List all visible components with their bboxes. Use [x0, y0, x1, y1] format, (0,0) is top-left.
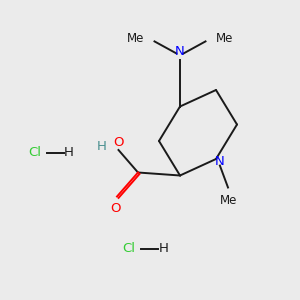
- Text: H: H: [159, 242, 168, 256]
- Text: Cl: Cl: [28, 146, 41, 160]
- Text: H: H: [97, 140, 107, 153]
- Text: Me: Me: [215, 32, 233, 46]
- Text: Cl: Cl: [122, 242, 136, 256]
- Text: Me: Me: [127, 32, 145, 46]
- Text: H: H: [64, 146, 74, 160]
- Text: O: O: [113, 136, 124, 148]
- Text: N: N: [215, 155, 225, 168]
- Text: N: N: [175, 45, 185, 58]
- Text: Me: Me: [220, 194, 237, 207]
- Text: O: O: [110, 202, 121, 215]
